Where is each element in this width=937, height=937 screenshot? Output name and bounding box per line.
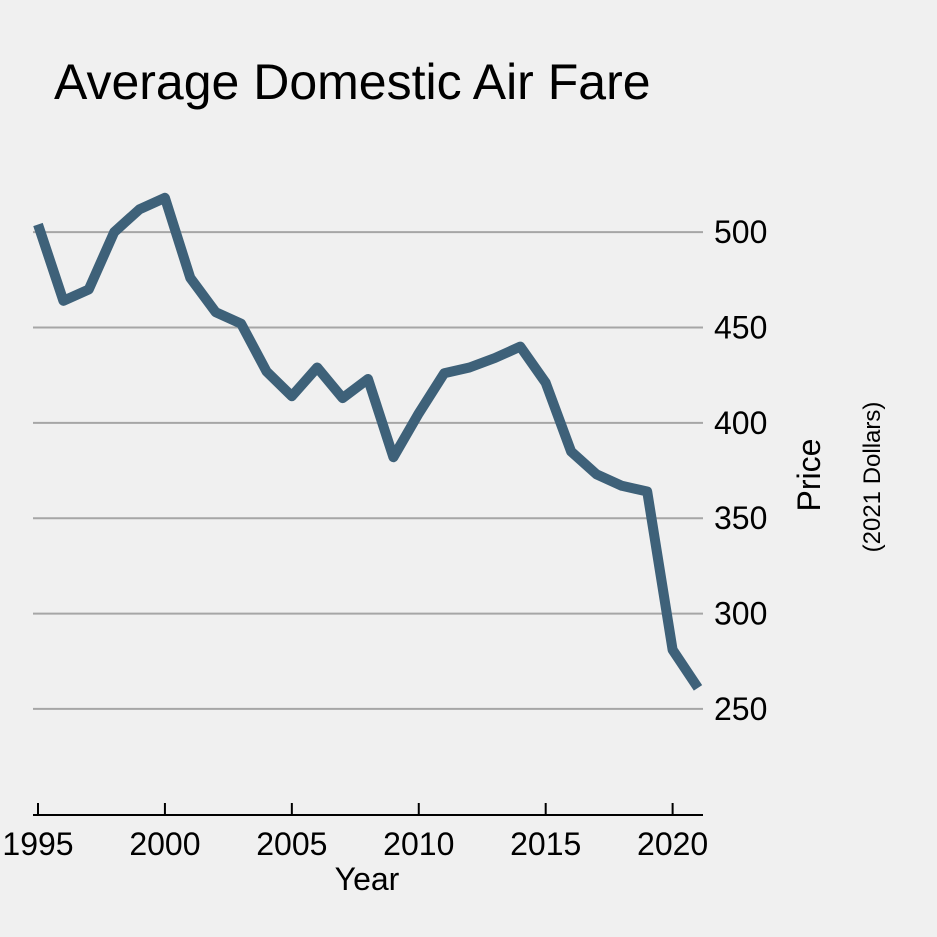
y-axis-subtitle: (2021 Dollars) [859,402,886,553]
x-axis-ticks: 1995 2000 2005 2010 2015 2020 [2,803,708,862]
y-axis-title: Price [791,439,827,512]
series-line [33,192,703,691]
x-tick-label: 2015 [510,826,581,862]
x-tick-label: 2010 [383,826,454,862]
gridlines [33,231,703,710]
x-axis-title: Year [335,861,400,897]
x-tick-label: 1995 [2,826,73,862]
x-tick-label: 2000 [129,826,200,862]
y-tick-label: 450 [714,309,767,345]
y-tick-label: 300 [714,596,767,632]
y-tick-label: 500 [714,214,767,250]
y-axis-ticks: 250 300 350 400 450 500 [714,214,767,727]
y-tick-label: 400 [714,405,767,441]
chart-title: Average Domestic Air Fare [54,54,651,110]
y-tick-label: 250 [714,691,767,727]
y-tick-label: 350 [714,500,767,536]
x-tick-label: 2020 [637,826,708,862]
x-tick-label: 2005 [256,826,327,862]
